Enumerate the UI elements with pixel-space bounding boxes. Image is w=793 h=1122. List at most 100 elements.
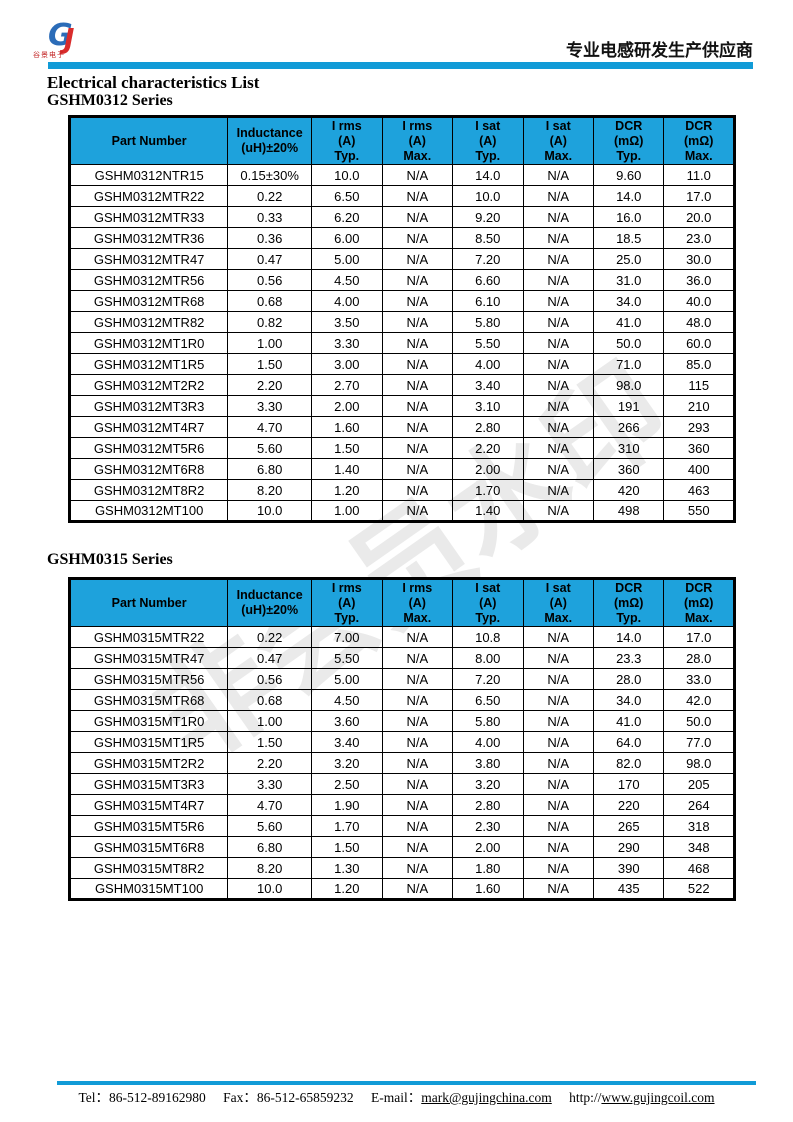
value-cell: 0.33 — [227, 206, 313, 229]
value-cell: 40.0 — [663, 290, 735, 313]
spec-table-gshm0312: Part Number Inductance (uH)±20% I rms (A) … — [68, 115, 736, 524]
table-row: GSHM0312MT100 10.0 1.00 N/A 1.40 N/A 498 550 — [68, 500, 735, 523]
value-cell: N/A — [381, 458, 454, 481]
value-cell: 3.40 — [452, 374, 524, 397]
value-cell: 1.90 — [311, 794, 383, 817]
value-cell: 5.80 — [452, 710, 524, 733]
value-cell: 3.60 — [311, 710, 383, 733]
value-cell: N/A — [522, 416, 594, 439]
value-cell: 1.80 — [452, 857, 524, 880]
value-cell: 3.20 — [452, 773, 524, 796]
value-cell: N/A — [522, 374, 594, 397]
value-cell: 4.70 — [227, 794, 313, 817]
part-number-cell: GSHM0312MTR47 — [68, 248, 229, 271]
value-cell: N/A — [522, 500, 594, 523]
value-cell: N/A — [381, 227, 454, 250]
value-cell: 60.0 — [663, 332, 735, 355]
value-cell: N/A — [381, 479, 454, 502]
value-cell: N/A — [522, 647, 594, 670]
value-cell: 2.30 — [452, 815, 524, 838]
value-cell: 1.00 — [311, 500, 383, 523]
value-cell: 11.0 — [663, 164, 735, 187]
value-cell: N/A — [522, 479, 594, 502]
value-cell: 6.50 — [452, 689, 524, 712]
value-cell: N/A — [381, 878, 454, 901]
part-number-cell: GSHM0315MT6R8 — [68, 836, 229, 859]
value-cell: 1.70 — [452, 479, 524, 502]
value-cell: N/A — [381, 626, 454, 649]
value-cell: 23.0 — [663, 227, 735, 250]
value-cell: 2.00 — [452, 836, 524, 859]
value-cell: 3.00 — [311, 353, 383, 376]
value-cell: N/A — [522, 458, 594, 481]
value-cell: 3.50 — [311, 311, 383, 334]
value-cell: 348 — [663, 836, 735, 859]
value-cell: N/A — [381, 437, 454, 460]
part-number-cell: GSHM0312MT1R5 — [68, 353, 229, 376]
value-cell: N/A — [381, 500, 454, 523]
value-cell: 0.47 — [227, 248, 313, 271]
value-cell: N/A — [522, 710, 594, 733]
value-cell: N/A — [381, 185, 454, 208]
value-cell: N/A — [381, 206, 454, 229]
logo-letter-j: J — [64, 22, 75, 55]
value-cell: 17.0 — [663, 185, 735, 208]
value-cell: 36.0 — [663, 269, 735, 292]
value-cell: N/A — [381, 332, 454, 355]
value-cell: 8.00 — [452, 647, 524, 670]
table-row: GSHM0312MT8R2 8.20 1.20 N/A 1.70 N/A 420 463 — [68, 479, 735, 502]
table-row: GSHM0315MT1R5 1.50 3.40 N/A 4.00 N/A 64.0 77.0 — [68, 731, 735, 754]
table-row: GSHM0312MT2R2 2.20 2.70 N/A 3.40 N/A 98.0 115 — [68, 374, 735, 397]
column-header: I sat (A) Typ. — [452, 115, 524, 166]
footer-fax: Fax：86-512-65859232 — [223, 1090, 354, 1105]
column-header: I rms (A) Typ. — [311, 115, 383, 166]
value-cell: 0.68 — [227, 290, 313, 313]
value-cell: 8.20 — [227, 479, 313, 502]
value-cell: 10.0 — [227, 878, 313, 901]
value-cell: 14.0 — [592, 626, 665, 649]
column-header: DCR (mΩ) Typ. — [592, 115, 665, 166]
value-cell: 550 — [663, 500, 735, 523]
value-cell: 34.0 — [592, 689, 665, 712]
value-cell: 4.70 — [227, 416, 313, 439]
value-cell: N/A — [381, 248, 454, 271]
value-cell: N/A — [522, 290, 594, 313]
part-number-cell: GSHM0312MT100 — [68, 500, 229, 523]
value-cell: 2.20 — [452, 437, 524, 460]
value-cell: N/A — [381, 269, 454, 292]
value-cell: 1.60 — [452, 878, 524, 901]
table-row: GSHM0315MTR22 0.22 7.00 N/A 10.8 N/A 14.0 17.0 — [68, 626, 735, 649]
value-cell: 2.80 — [452, 416, 524, 439]
value-cell: N/A — [381, 752, 454, 775]
table-row: GSHM0315MT8R2 8.20 1.30 N/A 1.80 N/A 390 468 — [68, 857, 735, 880]
part-number-cell: GSHM0312MTR68 — [68, 290, 229, 313]
value-cell: 14.0 — [592, 185, 665, 208]
value-cell: 7.20 — [452, 668, 524, 691]
column-header: DCR (mΩ) Max. — [663, 115, 735, 166]
header-rule-bar — [48, 62, 753, 69]
value-cell: 64.0 — [592, 731, 665, 754]
part-number-cell: GSHM0315MTR22 — [68, 626, 229, 649]
value-cell: 14.0 — [452, 164, 524, 187]
value-cell: 5.00 — [311, 668, 383, 691]
company-logo: G J — [48, 18, 92, 55]
value-cell: 41.0 — [592, 311, 665, 334]
value-cell: 2.20 — [227, 374, 313, 397]
value-cell: 5.60 — [227, 437, 313, 460]
value-cell: 265 — [592, 815, 665, 838]
spec-table-gshm0315: Part Number Inductance (uH)±20% I rms (A) … — [68, 577, 736, 902]
value-cell: N/A — [381, 353, 454, 376]
value-cell: N/A — [381, 668, 454, 691]
website-link[interactable]: www.gujingcoil.com — [601, 1090, 715, 1105]
value-cell: 10.0 — [452, 185, 524, 208]
value-cell: 318 — [663, 815, 735, 838]
footer-email: E-mail：mark@gujingchina.com — [371, 1090, 552, 1105]
value-cell: 4.50 — [311, 689, 383, 712]
column-header: I sat (A) Max. — [522, 115, 594, 166]
value-cell: 1.50 — [227, 353, 313, 376]
value-cell: 5.00 — [311, 248, 383, 271]
email-link[interactable]: mark@gujingchina.com — [421, 1090, 552, 1105]
value-cell: N/A — [381, 290, 454, 313]
table-row: GSHM0315MT4R7 4.70 1.90 N/A 2.80 N/A 220 264 — [68, 794, 735, 817]
value-cell: N/A — [522, 836, 594, 859]
